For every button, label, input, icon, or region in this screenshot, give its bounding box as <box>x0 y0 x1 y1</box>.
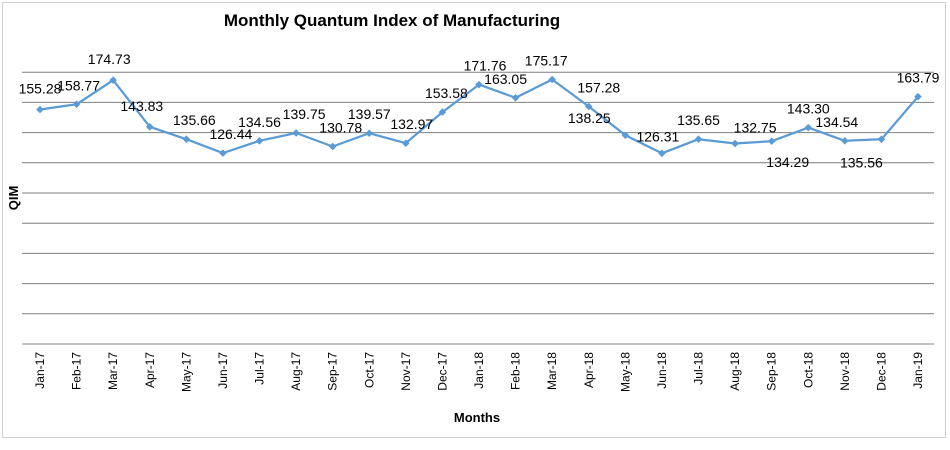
data-point-mar-17 <box>109 76 117 84</box>
data-point-jul-18 <box>694 135 703 143</box>
data-label-jan-18: 171.76 <box>464 58 507 74</box>
x-tick-dec-18: Dec-18 <box>874 352 888 391</box>
x-tick-apr-17: Apr-17 <box>143 352 157 388</box>
x-tick-mar-18: Mar-18 <box>545 352 559 390</box>
x-axis-title: Months <box>454 410 500 425</box>
data-label-sep-18: 134.29 <box>766 154 809 170</box>
x-tick-jul-17: Jul-17 <box>253 352 267 385</box>
x-tick-nov-17: Nov-17 <box>399 352 413 391</box>
data-label-jun-17: 126.44 <box>209 126 252 142</box>
x-tick-may-17: May-17 <box>179 352 193 392</box>
data-point-may-18 <box>621 131 630 140</box>
chart-frame <box>2 2 946 438</box>
data-point-nov-17 <box>402 139 410 148</box>
x-tick-feb-17: Feb-17 <box>70 352 84 390</box>
x-tick-mar-17: Mar-17 <box>106 352 120 390</box>
data-point-mar-18 <box>548 75 556 84</box>
x-tick-oct-17: Oct-17 <box>362 352 376 388</box>
data-point-oct-17 <box>365 129 374 138</box>
data-label-apr-18: 157.28 <box>577 80 620 96</box>
series-layer <box>36 75 922 158</box>
data-label-aug-18: 132.75 <box>734 120 777 136</box>
data-label-mar-18: 175.17 <box>525 53 568 69</box>
data-point-dec-18 <box>877 135 886 144</box>
data-point-nov-18 <box>841 137 849 145</box>
data-point-jan-18 <box>475 80 483 89</box>
data-point-jun-18 <box>658 149 666 158</box>
x-tick-nov-18: Nov-18 <box>838 352 852 391</box>
data-point-apr-18 <box>584 102 593 111</box>
data-point-apr-17 <box>145 123 154 131</box>
data-label-mar-17: 174.73 <box>88 51 131 67</box>
x-tick-jun-18: Jun-18 <box>655 352 669 389</box>
data-point-sep-17 <box>328 142 337 151</box>
data-label-oct-18: 143.30 <box>787 101 830 117</box>
data-point-aug-18 <box>731 139 739 148</box>
data-point-dec-17 <box>438 108 447 116</box>
data-point-jun-17 <box>219 149 227 157</box>
data-label-may-18: 138.25 <box>568 110 611 126</box>
x-tick-jan-19: Jan-19 <box>911 352 925 389</box>
x-tick-labels: Jan-17 Feb-17 Mar-17 Apr-17 May-17 Jun-17 Jul-… <box>33 352 925 392</box>
data-label-jul-18: 135.65 <box>677 112 720 128</box>
x-tick-dec-17: Dec-17 <box>435 352 449 391</box>
data-point-may-17 <box>182 135 191 143</box>
x-tick-feb-18: Feb-18 <box>509 352 523 390</box>
data-label-may-17: 135.66 <box>173 112 216 128</box>
x-tick-aug-18: Aug-18 <box>728 352 742 391</box>
data-label-jan-19: 163.79 <box>897 70 940 86</box>
data-label-nov-18: 134.54 <box>815 114 858 130</box>
x-tick-may-18: May-18 <box>618 352 632 392</box>
x-tick-jun-17: Jun-17 <box>216 352 230 389</box>
x-tick-jul-18: Jul-18 <box>692 352 706 385</box>
x-tick-jan-18: Jan-18 <box>472 352 486 389</box>
chart-title: Monthly Quantum Index of Manufacturing <box>224 11 560 30</box>
data-label-sep-17: 130.78 <box>319 120 362 136</box>
y-axis-title: QIM <box>6 186 21 211</box>
x-tick-oct-18: Oct-18 <box>801 352 815 388</box>
data-label-dec-18: 135.56 <box>840 154 883 170</box>
data-label-dec-17: 153.58 <box>425 85 468 101</box>
data-point-feb-17 <box>72 100 81 109</box>
data-point-aug-17 <box>292 129 300 137</box>
x-tick-sep-17: Sep-17 <box>326 352 340 391</box>
data-label-feb-18: 163.05 <box>484 71 527 87</box>
data-label-apr-17: 143.83 <box>120 98 163 114</box>
data-point-sep-18 <box>767 137 776 146</box>
x-tick-sep-18: Sep-18 <box>765 352 779 391</box>
data-point-feb-18 <box>511 93 520 102</box>
data-point-oct-18 <box>804 123 813 132</box>
x-tick-apr-18: Apr-18 <box>582 352 596 388</box>
data-labels: 155.28158.77174.73143.83135.66126.44134.… <box>19 51 940 170</box>
data-point-jan-17 <box>36 105 44 114</box>
gridlines <box>22 71 934 345</box>
data-label-oct-17: 139.57 <box>348 106 391 122</box>
data-point-jan-19 <box>914 92 922 101</box>
data-label-jan-17: 155.28 <box>19 81 62 97</box>
data-label-nov-17: 132.97 <box>390 116 433 132</box>
x-tick-aug-17: Aug-17 <box>289 352 303 391</box>
data-label-feb-17: 158.77 <box>57 77 100 93</box>
data-label-jul-17: 134.56 <box>238 114 281 130</box>
x-tick-jan-17: Jan-17 <box>33 352 47 389</box>
data-label-jun-18: 126.31 <box>636 128 679 144</box>
data-point-jul-17 <box>255 137 264 145</box>
data-label-aug-17: 139.75 <box>283 106 326 122</box>
